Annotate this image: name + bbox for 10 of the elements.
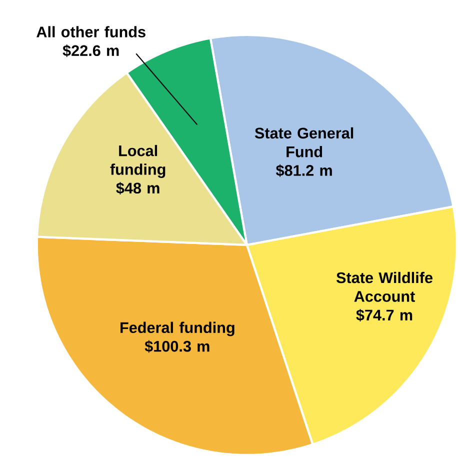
data-label: $81.2 m (276, 164, 332, 177)
slice-label: Local funding (110, 144, 166, 178)
data-label: $100.3 m (144, 340, 210, 353)
slice-label: State Wildlife Account (336, 272, 433, 302)
slice-label: Federal funding (120, 322, 234, 336)
slice-label: State General Fund (254, 127, 354, 158)
data-label: $48 m (116, 182, 160, 195)
data-label: $22.6 m (62, 44, 119, 58)
data-label: $74.7 m (356, 308, 412, 322)
slice-label: All other funds (36, 26, 146, 38)
